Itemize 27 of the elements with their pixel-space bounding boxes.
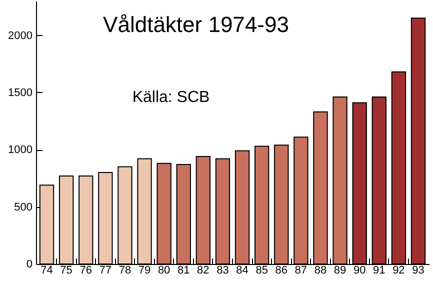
x-tick-label: 91 bbox=[373, 264, 386, 276]
x-tick-label: 74 bbox=[40, 264, 53, 276]
x-tick-label: 77 bbox=[99, 264, 112, 276]
x-tick-label: 85 bbox=[256, 264, 268, 276]
x-tick-label: 86 bbox=[275, 264, 288, 276]
y-tick-label: 500 bbox=[14, 201, 32, 214]
x-tick-label: 83 bbox=[216, 264, 229, 276]
x-tick-label: 92 bbox=[392, 264, 405, 276]
x-tick-label: 88 bbox=[314, 264, 327, 276]
x-tick-label: 81 bbox=[177, 264, 190, 276]
x-tick-label: 93 bbox=[412, 264, 424, 276]
x-tick-label: 89 bbox=[334, 264, 346, 276]
x-tick-label: 87 bbox=[294, 264, 308, 276]
x-tick-label: 84 bbox=[236, 264, 248, 276]
y-tick-label: 0 bbox=[26, 258, 32, 270]
text: Våldtäkter 1974-93 bbox=[103, 12, 289, 37]
annotation: Källa: SCB bbox=[132, 89, 210, 106]
x-tick-label: 82 bbox=[197, 264, 210, 276]
x-tick-label: 76 bbox=[80, 264, 92, 276]
x-tick-label: 78 bbox=[118, 264, 132, 276]
y-tick-label: 1500 bbox=[8, 86, 32, 99]
y-tick-label: 1000 bbox=[8, 144, 32, 156]
x-tick-label: 80 bbox=[158, 264, 170, 276]
x-tick-label: 75 bbox=[60, 264, 72, 276]
x-tick-label: 79 bbox=[138, 264, 151, 276]
y-tick-label: 2000 bbox=[8, 30, 32, 42]
x-tick-label: 90 bbox=[353, 264, 366, 276]
